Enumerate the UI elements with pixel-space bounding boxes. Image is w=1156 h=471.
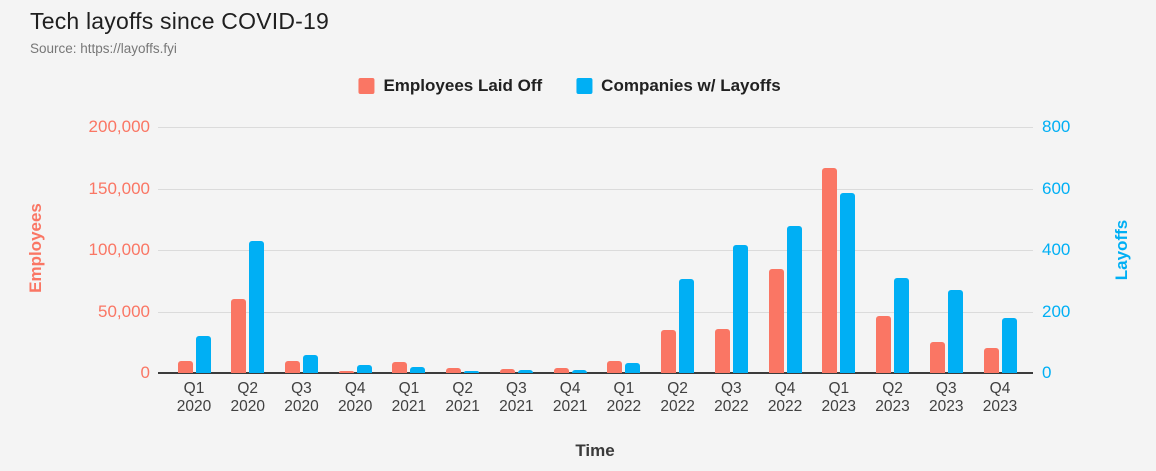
x-tick-label: Q1 2020 bbox=[176, 380, 212, 415]
bar-companies-q4-2020[interactable] bbox=[356, 365, 372, 373]
bar-employees-q4-2020[interactable] bbox=[338, 370, 354, 373]
x-tick-label: Q4 2023 bbox=[982, 380, 1018, 415]
bar-employees-q3-2023[interactable] bbox=[929, 342, 945, 373]
x-axis-title: Time bbox=[575, 441, 615, 460]
x-tick-label: Q4 2021 bbox=[552, 380, 588, 415]
x-tick-label: Q3 2023 bbox=[929, 380, 964, 415]
legend-swatch-companies-icon bbox=[576, 78, 593, 94]
legend-label-employees: Employees Laid Off bbox=[383, 76, 543, 95]
x-tick-label: Q2 2020 bbox=[230, 380, 265, 415]
legend-swatch-employees-icon bbox=[358, 78, 375, 94]
gridline bbox=[158, 311, 1033, 313]
bar-companies-q2-2021[interactable] bbox=[464, 370, 480, 373]
x-tick-label: Q3 2020 bbox=[284, 380, 319, 415]
bar-companies-q2-2020[interactable] bbox=[249, 240, 265, 373]
x-tick-label: Q1 2021 bbox=[391, 380, 427, 415]
bar-companies-q1-2022[interactable] bbox=[625, 362, 641, 373]
x-tick-label: Q3 2021 bbox=[499, 380, 534, 415]
bar-employees-q4-2023[interactable] bbox=[983, 348, 999, 373]
bar-employees-q1-2021[interactable] bbox=[392, 362, 408, 373]
x-tick-label: Q2 2021 bbox=[445, 380, 480, 415]
bar-companies-q3-2020[interactable] bbox=[302, 355, 318, 373]
bar-companies-q3-2023[interactable] bbox=[947, 289, 963, 373]
gridline bbox=[158, 188, 1033, 190]
bar-employees-q2-2023[interactable] bbox=[876, 316, 892, 373]
x-tick-label: Q2 2023 bbox=[875, 380, 910, 415]
legend-item-employees: Employees Laid Off bbox=[358, 76, 542, 96]
bar-employees-q4-2021[interactable] bbox=[553, 367, 569, 373]
x-tick-label: Q4 2022 bbox=[767, 380, 803, 415]
y-tick-label-right: 400 bbox=[1042, 240, 1071, 259]
x-axis-line bbox=[158, 372, 1033, 374]
bar-employees-q1-2023[interactable] bbox=[822, 167, 838, 373]
y-tick-label-left: 0 bbox=[140, 363, 150, 382]
bar-companies-q3-2022[interactable] bbox=[732, 245, 748, 373]
legend-label-companies: Companies w/ Layoffs bbox=[601, 76, 781, 95]
chart-title: Tech layoffs since COVID-19 bbox=[30, 8, 329, 34]
y-tick-label-right: 0 bbox=[1042, 363, 1052, 382]
y-tick-label-left: 150,000 bbox=[88, 178, 150, 198]
bar-employees-q3-2021[interactable] bbox=[499, 368, 515, 373]
y-tick-label-left: 200,000 bbox=[88, 117, 150, 136]
chart-source: Source: https://layoffs.fyi bbox=[30, 41, 177, 56]
bar-companies-q4-2023[interactable] bbox=[1001, 317, 1017, 373]
y-tick-label-right: 800 bbox=[1042, 117, 1071, 136]
bar-companies-q4-2021[interactable] bbox=[571, 369, 587, 373]
x-tick-label: Q4 2020 bbox=[337, 380, 373, 415]
bar-companies-q1-2021[interactable] bbox=[410, 367, 426, 373]
bar-companies-q3-2021[interactable] bbox=[517, 369, 533, 373]
bar-employees-q1-2022[interactable] bbox=[607, 360, 623, 373]
bar-employees-q2-2022[interactable] bbox=[661, 329, 677, 373]
bar-employees-q4-2022[interactable] bbox=[768, 269, 784, 373]
y-tick-label-left: 100,000 bbox=[88, 240, 150, 259]
bar-employees-q2-2021[interactable] bbox=[446, 367, 462, 373]
bar-employees-q3-2022[interactable] bbox=[714, 329, 730, 373]
y-tick-label-left: 50,000 bbox=[98, 301, 150, 321]
x-tick-label: Q1 2023 bbox=[821, 380, 857, 415]
x-tick-label: Q2 2022 bbox=[660, 380, 695, 415]
bar-companies-q1-2023[interactable] bbox=[840, 193, 856, 373]
bar-companies-q1-2020[interactable] bbox=[195, 336, 211, 373]
bar-employees-q3-2020[interactable] bbox=[284, 361, 300, 373]
bar-companies-q2-2022[interactable] bbox=[679, 279, 695, 373]
plot-area bbox=[158, 127, 1033, 374]
gridline bbox=[158, 250, 1033, 251]
y-tick-label-right: 600 bbox=[1042, 178, 1071, 198]
bar-companies-q2-2023[interactable] bbox=[894, 278, 910, 373]
gridline bbox=[158, 127, 1033, 128]
y-tick-label-right: 200 bbox=[1042, 301, 1071, 321]
legend-item-companies: Companies w/ Layoffs bbox=[576, 76, 781, 96]
bar-employees-q1-2020[interactable] bbox=[177, 361, 193, 373]
bar-employees-q2-2020[interactable] bbox=[231, 299, 247, 373]
bar-companies-q4-2022[interactable] bbox=[786, 226, 802, 373]
legend: Employees Laid Off Companies w/ Layoffs bbox=[358, 76, 781, 96]
x-tick-label: Q3 2022 bbox=[714, 380, 749, 415]
x-tick-label: Q1 2022 bbox=[606, 380, 642, 415]
